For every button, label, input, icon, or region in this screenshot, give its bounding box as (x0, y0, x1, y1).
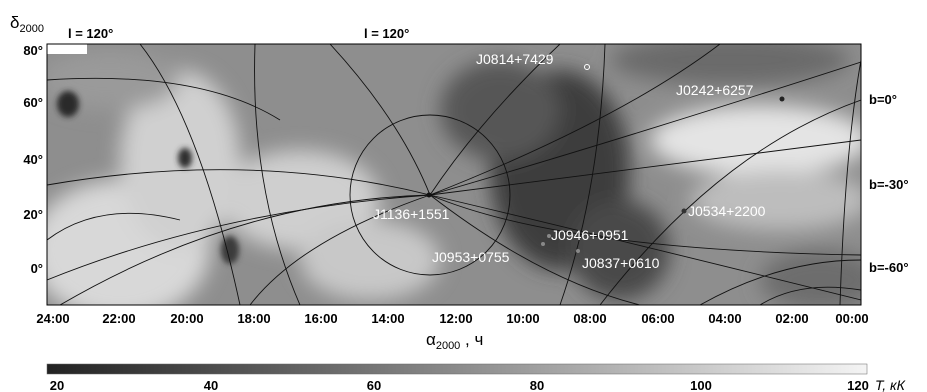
plot-frame (46, 43, 862, 306)
marker-J1136+1551 (426, 192, 432, 198)
x-tick-02: 02:00 (775, 311, 808, 326)
marker-J0837+0610 (576, 249, 580, 253)
x-axis-title: α2000 , ч (426, 330, 483, 352)
y-ticks: 80° 60° 40° 20° 0° (23, 43, 43, 276)
label-J0534+2200: J0534+2200 (688, 203, 766, 219)
y-axis-title: δ2000 (10, 13, 44, 35)
colorbar-tick-60: 60 (367, 378, 381, 392)
x-tick-18: 18:00 (237, 311, 270, 326)
galactic-grid (47, 44, 861, 305)
x-tick-04: 04:00 (708, 311, 741, 326)
label-J0946+0951: J0946+0951 (551, 227, 629, 243)
marker-J0534+2200 (681, 208, 687, 214)
colorbar-unit-label: T, кК (875, 377, 906, 392)
y-tick-80: 80° (23, 43, 43, 58)
x-tick-20: 20:00 (170, 311, 203, 326)
label-J1136+1551: J1136+1551 (373, 206, 450, 222)
marker-J0814+7429 (584, 64, 590, 70)
colorbar-tick-40: 40 (204, 378, 218, 392)
label-J0242+6257: J0242+6257 (676, 82, 754, 98)
temperature-field: J0814+7429 J0242+6257 J1136+1551 J0534+2… (47, 44, 861, 305)
galactic-latitude-label-0: b=0° (869, 92, 897, 107)
x-tick-00: 00:00 (835, 311, 868, 326)
colorbar-tick-20: 20 (50, 378, 64, 392)
colorbar (46, 363, 868, 375)
colorbar-tick-100: 100 (690, 378, 712, 392)
colorbar-ticks: 20 40 60 80 100 120 (50, 378, 869, 392)
marker-J0242+6257 (779, 96, 785, 102)
x-tick-06: 06:00 (641, 311, 674, 326)
x-tick-08: 08:00 (573, 311, 606, 326)
colorbar-tick-120: 120 (847, 378, 869, 392)
source-labels: J0814+7429 J0242+6257 J1136+1551 J0534+2… (373, 51, 766, 271)
y-tick-60: 60° (23, 95, 43, 110)
label-J0814+7429: J0814+7429 (476, 51, 554, 67)
y-tick-20: 20° (23, 207, 43, 222)
x-tick-16: 16:00 (304, 311, 337, 326)
x-tick-24: 24:00 (36, 311, 69, 326)
x-ticks: 24:00 22:00 20:00 18:00 16:00 14:00 12:0… (36, 311, 868, 326)
y-tick-40: 40° (23, 152, 43, 167)
colorbar-tick-80: 80 (530, 378, 544, 392)
marker-J0946+0951 (547, 234, 551, 238)
source-markers (426, 64, 785, 253)
x-tick-14: 14:00 (371, 311, 404, 326)
x-tick-12: 12:00 (439, 311, 472, 326)
label-J0953+0755: J0953+0755 (432, 249, 510, 265)
galactic-latitude-label-60: b=-60° (869, 260, 909, 275)
x-tick-22: 22:00 (102, 311, 135, 326)
marker-J0953+0755 (541, 242, 545, 246)
label-J0837+0610: J0837+0610 (582, 255, 660, 271)
galactic-longitude-label-2: l = 120° (364, 26, 409, 41)
y-tick-0: 0° (31, 261, 43, 276)
x-tick-10: 10:00 (506, 311, 539, 326)
galactic-latitude-label-30: b=-30° (869, 177, 909, 192)
galactic-longitude-label-1: l = 120° (68, 26, 113, 41)
